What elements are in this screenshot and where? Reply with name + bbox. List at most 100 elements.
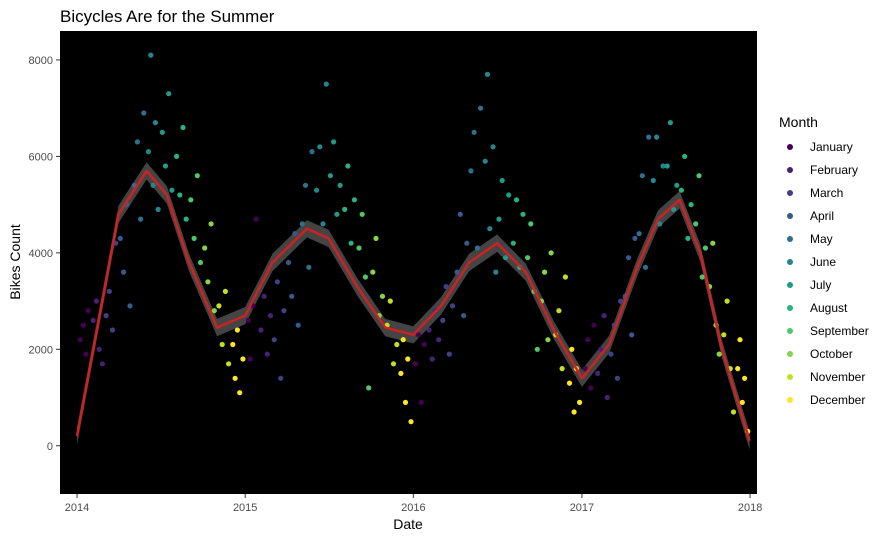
legend-key bbox=[787, 374, 793, 380]
data-point bbox=[138, 216, 144, 222]
data-point bbox=[688, 202, 694, 208]
data-point bbox=[150, 182, 156, 188]
data-point bbox=[569, 346, 575, 352]
data-point bbox=[169, 187, 175, 193]
data-point bbox=[595, 370, 601, 376]
data-point bbox=[191, 235, 197, 241]
data-point bbox=[667, 120, 674, 126]
data-point bbox=[145, 149, 151, 155]
data-point bbox=[77, 337, 83, 343]
data-point bbox=[742, 375, 748, 381]
data-point bbox=[264, 351, 270, 357]
data-point bbox=[678, 187, 685, 193]
data-point bbox=[457, 211, 463, 217]
y-tick-label: 8000 bbox=[29, 55, 53, 67]
data-point bbox=[148, 52, 154, 58]
data-point bbox=[618, 298, 624, 304]
data-point bbox=[106, 288, 112, 294]
data-point bbox=[629, 332, 635, 338]
data-point bbox=[496, 216, 502, 222]
data-point bbox=[103, 313, 109, 319]
data-point bbox=[436, 337, 442, 343]
data-point bbox=[348, 240, 354, 246]
data-point bbox=[289, 293, 295, 299]
data-point bbox=[654, 134, 660, 140]
data-point bbox=[398, 370, 404, 376]
data-point bbox=[80, 322, 87, 328]
data-point bbox=[208, 221, 214, 227]
data-point bbox=[202, 245, 208, 251]
data-point bbox=[85, 308, 91, 314]
trend-line-layer bbox=[75, 169, 751, 442]
data-point bbox=[121, 269, 127, 275]
data-point bbox=[413, 361, 419, 367]
data-point bbox=[281, 308, 287, 314]
data-point bbox=[559, 366, 565, 372]
data-point bbox=[724, 298, 730, 304]
data-point bbox=[693, 221, 699, 227]
data-point bbox=[345, 163, 351, 169]
legend-label: April bbox=[810, 209, 834, 223]
y-axis: 0 2000 4000 6000 8000 bbox=[29, 55, 60, 453]
data-point bbox=[591, 322, 597, 328]
data-point bbox=[484, 71, 491, 77]
legend-key bbox=[787, 213, 793, 219]
data-point bbox=[502, 255, 509, 261]
legend: January February March April May June July Augu… bbox=[787, 140, 869, 407]
data-point bbox=[314, 187, 320, 193]
legend-label: December bbox=[810, 393, 865, 407]
data-point bbox=[534, 346, 540, 352]
data-point bbox=[721, 332, 727, 338]
x-tick-label: 2014 bbox=[65, 502, 89, 514]
data-point bbox=[166, 91, 172, 97]
legend-label: March bbox=[810, 186, 843, 200]
legend-key bbox=[787, 351, 793, 357]
legend-label: June bbox=[810, 255, 836, 269]
legend-key bbox=[787, 236, 793, 242]
data-point bbox=[245, 317, 251, 323]
data-point bbox=[528, 221, 534, 227]
data-point bbox=[180, 124, 186, 131]
x-tick-label: 2018 bbox=[738, 502, 762, 514]
data-point bbox=[356, 245, 362, 251]
data-point bbox=[577, 399, 583, 405]
data-point bbox=[240, 356, 246, 362]
data-point bbox=[197, 259, 204, 266]
data-point bbox=[608, 351, 614, 357]
data-point bbox=[482, 158, 488, 164]
x-tick-label: 2017 bbox=[570, 502, 594, 514]
data-point bbox=[426, 327, 432, 333]
data-point bbox=[513, 197, 520, 203]
data-point bbox=[342, 206, 348, 212]
data-point bbox=[267, 313, 274, 319]
data-point bbox=[542, 269, 548, 275]
data-point bbox=[646, 134, 652, 140]
data-point bbox=[320, 221, 326, 227]
x-axis: 2014 2015 2016 2017 2018 bbox=[65, 494, 762, 514]
data-point bbox=[408, 419, 414, 425]
trend-line bbox=[75, 169, 751, 442]
data-point bbox=[379, 293, 386, 299]
legend-label: August bbox=[810, 301, 848, 315]
data-point bbox=[258, 327, 264, 333]
data-point bbox=[571, 409, 577, 415]
data-point bbox=[510, 240, 516, 246]
data-point bbox=[598, 346, 604, 352]
data-point bbox=[337, 182, 343, 188]
data-point bbox=[639, 173, 645, 179]
data-point bbox=[625, 255, 632, 261]
data-point bbox=[370, 269, 376, 275]
legend-key bbox=[787, 282, 793, 288]
data-point bbox=[471, 129, 477, 135]
data-point bbox=[226, 361, 232, 367]
data-point bbox=[702, 245, 709, 251]
data-point bbox=[83, 351, 89, 357]
data-point bbox=[237, 390, 243, 396]
data-point bbox=[96, 346, 102, 352]
x-tick-label: 2016 bbox=[401, 502, 425, 514]
data-point bbox=[418, 399, 424, 405]
data-point bbox=[331, 139, 337, 145]
legend-key bbox=[787, 328, 793, 334]
data-point bbox=[362, 274, 368, 280]
